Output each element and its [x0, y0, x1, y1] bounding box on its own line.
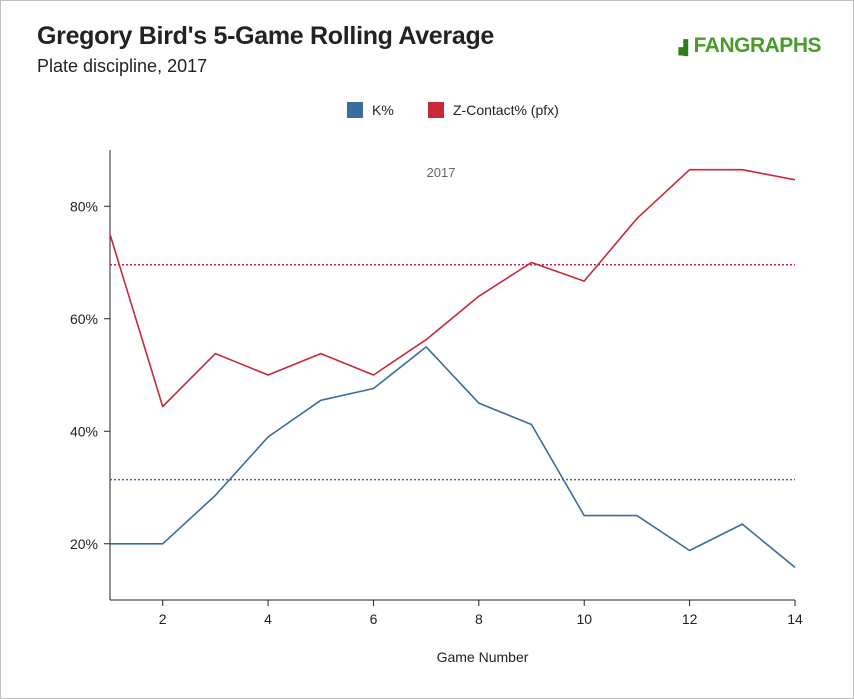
y-tick-label: 60% [70, 311, 98, 327]
x-tick-label: 12 [682, 611, 698, 627]
x-tick-label: 2 [159, 611, 167, 627]
legend-label: Z-Contact% (pfx) [453, 102, 559, 118]
x-tick-label: 6 [370, 611, 378, 627]
x-tick-label: 14 [787, 611, 803, 627]
x-tick-label: 4 [264, 611, 272, 627]
series-line-k-pct [110, 346, 796, 569]
series-line-z-contact [109, 168, 796, 408]
chart-subtitle: Plate discipline, 2017 [37, 56, 208, 76]
series-group [109, 168, 796, 569]
axes: 20% 40% 60% 80% 2 4 6 8 10 12 14 [70, 150, 803, 627]
year-annotation: 2017 [427, 165, 456, 180]
y-tick-label: 40% [70, 423, 98, 439]
average-lines [110, 264, 795, 481]
x-tick-label: 8 [475, 611, 483, 627]
legend-swatch [428, 102, 444, 118]
x-tick-label: 10 [576, 611, 592, 627]
logo-text: FANGRAPHS [693, 34, 822, 57]
logo-mark-icon: ▗▌ [672, 39, 693, 55]
legend: K% Z-Contact% (pfx) [347, 102, 559, 118]
chart-title: Gregory Bird's 5-Game Rolling Average [37, 22, 495, 50]
x-axis-label: Game Number [437, 649, 529, 665]
fangraphs-logo: ▗▌FANGRAPHS [672, 34, 822, 58]
y-tick-label: 80% [70, 198, 98, 214]
y-tick-label: 20% [70, 536, 98, 552]
legend-swatch [347, 102, 363, 118]
legend-label: K% [372, 102, 394, 118]
